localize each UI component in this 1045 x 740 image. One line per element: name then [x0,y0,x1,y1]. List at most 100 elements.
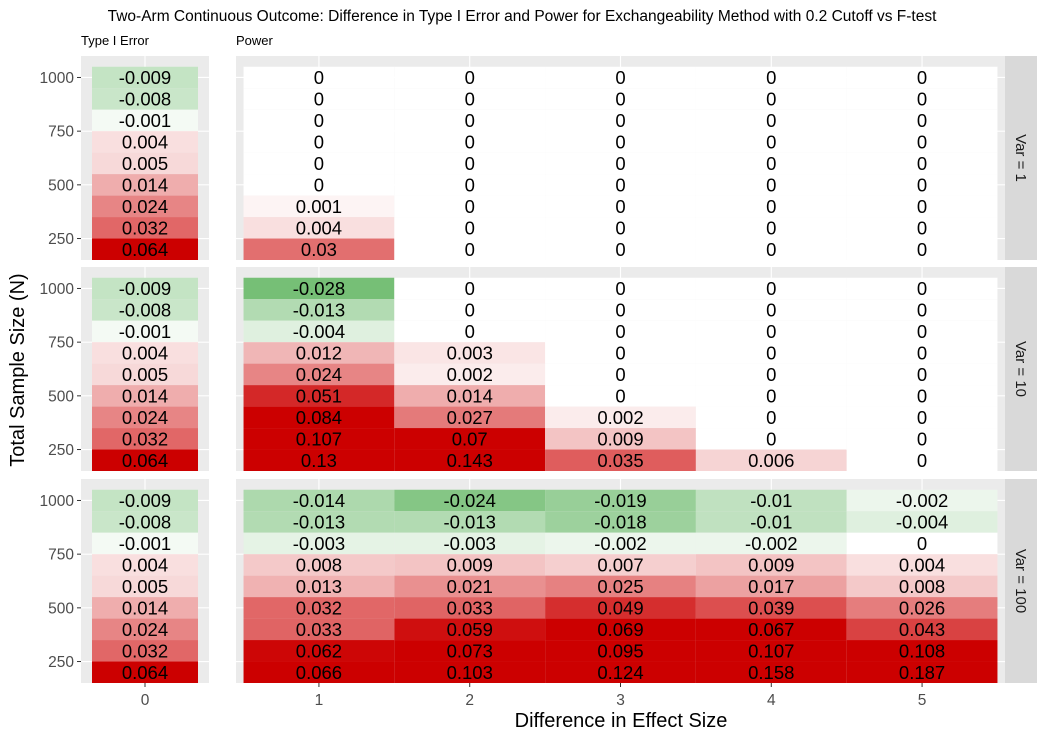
power-cell-label: 0 [917,110,927,131]
type1-cell-label: 0.004 [122,554,168,575]
type1-cell-label: -0.008 [119,511,171,532]
power-cell [394,109,546,132]
power-cell [394,277,546,300]
power-cell-label: 0 [465,196,475,217]
power-cell-label: 0 [465,321,475,342]
type1-cell-label: 0.005 [122,576,168,597]
power-cell [846,554,998,576]
power-cell-label: 0 [917,217,927,238]
power-cell [846,532,998,555]
power-cell-label: 0.066 [296,662,342,683]
power-cell [243,299,395,321]
power-cell [394,406,546,429]
power-cell [394,88,546,110]
type1-cell-label: -0.008 [119,299,171,320]
power-cell-label: 0 [766,196,776,217]
type1-cell-label: 0.014 [122,385,168,406]
power-cell-label: 0 [917,196,927,217]
power-cell [695,511,847,533]
power-cell-label: 0.143 [447,450,493,471]
power-cell-label: 0 [917,67,927,88]
power-cell [243,449,395,471]
power-cell-label: -0.028 [293,278,345,299]
power-cell-label: 0.027 [447,407,493,428]
power-cell [545,575,696,598]
power-cell [545,66,696,89]
power-cell [243,575,395,598]
power-cell [846,88,998,110]
power-cell [545,449,696,471]
power-cell [695,532,847,555]
facet-strip-label: Var = 10 [1012,341,1029,397]
power-cell-label: 0 [766,364,776,385]
power-cell [243,320,395,343]
type1-cell-label: 0.064 [122,450,168,471]
type1-cell [92,217,198,239]
power-cell-label: 0 [917,407,927,428]
power-cell [695,277,847,300]
power-cell-label: -0.002 [745,533,797,554]
power-cell-label: 0 [615,88,625,109]
power-cell [846,238,998,260]
power-cell-label: 0 [766,385,776,406]
power-cell-label: 0 [917,342,927,363]
power-cell-label: 0 [314,174,324,195]
type1-panel-label: Type I Error [81,33,150,48]
type1-cell-label: -0.001 [119,533,171,554]
power-cell [243,342,395,364]
power-cell [545,428,696,450]
power-cell [394,428,546,450]
power-cell [695,131,847,153]
power-cell [545,554,696,576]
power-cell-label: 0.004 [899,554,945,575]
power-cell [545,532,696,555]
power-cell [846,299,998,321]
power-cell-label: 0 [615,174,625,195]
power-cell-label: 0 [465,67,475,88]
power-cell [545,109,696,132]
power-cell [394,532,546,555]
power-cell [695,554,847,576]
power-cell [695,217,847,239]
power-cell-label: 0.07 [452,428,488,449]
power-cell-label: 0.158 [748,662,794,683]
type1-cell [92,385,198,407]
facet-strip-label: Var = 1 [1012,134,1029,182]
power-cell [545,195,696,218]
power-cell [695,385,847,407]
type1-cell [92,489,198,512]
power-cell-label: 0.017 [748,576,794,597]
facet-strip [1005,267,1037,471]
power-cell [545,489,696,512]
type1-cell [92,640,198,662]
power-cell-label: 0 [917,278,927,299]
type1-cell-label: -0.009 [119,278,171,299]
power-cell-label: 0.107 [296,428,342,449]
power-cell [243,174,395,196]
type1-cell [92,511,198,533]
type1-cell [92,277,198,300]
power-cell [846,152,998,175]
power-cell [545,238,696,260]
type1-cell-label: 0.064 [122,662,168,683]
x-tick-label: 5 [918,692,927,709]
power-cell [243,618,395,641]
y-tick-label: 500 [48,600,74,617]
facet-strip [1005,479,1037,683]
power-cell [243,532,395,555]
power-cell-label: 0.025 [597,576,643,597]
power-cell-label: 0.039 [748,597,794,618]
type1-cell [92,320,198,343]
y-tick-label: 750 [48,124,74,141]
power-cell [394,597,546,619]
power-cell [243,109,395,132]
power-cell [545,88,696,110]
type1-cell-label: 0.004 [122,131,168,152]
power-cell-label: 0.003 [447,342,493,363]
power-cell-label: 0 [465,217,475,238]
type1-cell-label: 0.024 [122,196,168,217]
power-cell-label: -0.019 [594,490,646,511]
power-cell-label: 0 [917,299,927,320]
power-cell [846,640,998,662]
power-cell-label: 0.008 [296,554,342,575]
